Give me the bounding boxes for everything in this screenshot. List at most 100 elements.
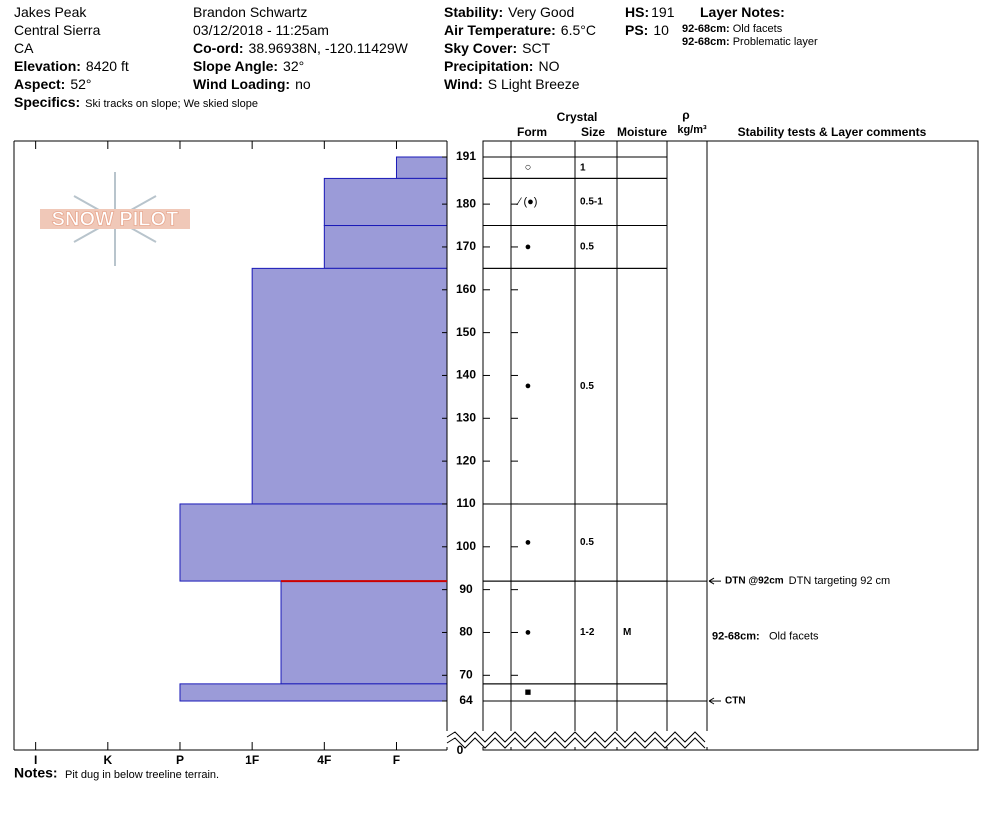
y-tick-label: 140	[456, 368, 476, 382]
value: S Light Breeze	[487, 76, 580, 92]
label: HS:	[625, 4, 650, 20]
grain-form: ●	[525, 241, 532, 253]
moisture: M	[623, 627, 631, 638]
field: Elevation: 8420 ft	[14, 58, 129, 74]
hardness-bar	[179, 683, 448, 702]
value: 52°	[70, 76, 92, 92]
test-label: CTN	[725, 696, 746, 707]
y-tick-label: 130	[456, 410, 476, 424]
grain-form: ●	[525, 380, 532, 392]
logo-text: SNOW PILOT	[52, 208, 179, 230]
hardness-bar	[395, 156, 448, 179]
x-tick-label: K	[103, 753, 112, 767]
comment-text: Old facets	[769, 630, 819, 642]
grain-size: 0.5	[580, 242, 594, 253]
hardness-bar	[251, 267, 448, 505]
value: 10	[653, 22, 669, 38]
y-tick-label: 191	[456, 149, 476, 163]
label: Stability:	[444, 4, 504, 20]
y-tick-label: 100	[456, 539, 476, 553]
label: 92-68cm:	[682, 36, 730, 48]
y-tick-label: 110	[456, 496, 476, 510]
field: PS: 10	[625, 22, 669, 38]
field: Precipitation: NO	[444, 58, 559, 74]
grain-size: 0.5-1	[580, 197, 603, 208]
hardness-bar	[323, 225, 448, 269]
value: 8420 ft	[85, 58, 129, 74]
label: Air Temperature:	[444, 22, 556, 38]
field: Aspect: 52°	[14, 76, 92, 92]
grain-size: 1	[580, 162, 586, 173]
label: Co-ord:	[193, 40, 244, 56]
column-header: Form	[517, 125, 547, 139]
field: Specifics: Ski tracks on slope; We skied …	[14, 94, 258, 112]
label: Slope Angle:	[193, 58, 279, 74]
grain-size: 0.5	[580, 381, 594, 392]
x-tick-label: 4F	[317, 753, 331, 767]
value: SCT	[522, 40, 551, 56]
test-label: DTN @92cm	[725, 576, 784, 587]
label: Sky Cover:	[444, 40, 518, 56]
field: Air Temperature: 6.5°C	[444, 22, 596, 38]
label: Specifics:	[14, 94, 81, 110]
axis-break	[446, 731, 706, 743]
field: Stability: Very Good	[444, 4, 574, 20]
grain-size: 0.5	[580, 537, 594, 548]
label: Wind Loading:	[193, 76, 291, 92]
column-header: Stability tests & Layer comments	[738, 125, 927, 139]
column-header: ρ	[682, 108, 689, 122]
layer-notes-title: Layer Notes:	[700, 4, 790, 20]
grain-form: ○	[525, 162, 532, 174]
y-tick-label: 150	[456, 325, 476, 339]
label: PS:	[625, 22, 649, 38]
column-header: Moisture	[617, 125, 667, 139]
test-text: DTN targeting 92 cm	[789, 575, 890, 587]
field: HS: 191	[625, 4, 674, 20]
field: Co-ord: 38.96938N, -120.11429W	[193, 40, 408, 56]
label: Precipitation:	[444, 58, 534, 74]
datetime: 03/12/2018 - 11:25am	[193, 22, 329, 38]
value: Very Good	[508, 4, 575, 20]
field: Slope Angle: 32°	[193, 58, 304, 74]
location: Jakes Peak	[14, 4, 87, 20]
y-tick-label: 160	[456, 282, 476, 296]
column-header: Crystal	[557, 110, 598, 124]
notes-text: Pit dug in below treeline terrain.	[65, 769, 219, 781]
value: Problematic layer	[732, 36, 818, 48]
layer-note: 92-68cm: Problematic layer	[682, 36, 818, 49]
y-tick-label: 0	[457, 743, 464, 757]
table-frame	[482, 140, 979, 751]
hardness-bar	[280, 580, 448, 685]
label: Wind:	[444, 76, 483, 92]
y-tick-label: 170	[456, 239, 476, 253]
label: 92-68cm:	[682, 23, 730, 35]
value: 6.5°C	[560, 22, 596, 38]
y-tick-label: 90	[459, 582, 473, 596]
label: Aspect:	[14, 76, 66, 92]
grain-form: ●	[525, 626, 532, 638]
grain-form: ⁄ (●)	[516, 196, 538, 208]
y-tick-label: 80	[459, 625, 473, 639]
y-tick-label: 70	[459, 667, 473, 681]
grain-form: ●	[525, 536, 532, 548]
value: Old facets	[732, 23, 783, 35]
notes-label: Notes:	[14, 765, 58, 781]
logo-band	[40, 209, 190, 229]
plot	[179, 156, 448, 702]
logo	[40, 172, 190, 266]
axis-break	[446, 737, 706, 749]
observer: Brandon Schwartz	[193, 4, 308, 20]
x-tick-label: 1F	[245, 753, 259, 767]
label: Layer Notes:	[700, 4, 785, 20]
value: NO	[538, 58, 560, 74]
label: Elevation:	[14, 58, 81, 74]
layer-note: 92-68cm: Old facets	[682, 23, 782, 36]
y-tick-label: 64	[459, 693, 473, 707]
test-arrow	[708, 577, 721, 585]
hardness-bar	[323, 177, 448, 227]
value: no	[295, 76, 311, 92]
grain-form: ■	[525, 686, 532, 698]
field: Wind: S Light Breeze	[444, 76, 580, 92]
y-tick-label: 180	[456, 196, 476, 210]
